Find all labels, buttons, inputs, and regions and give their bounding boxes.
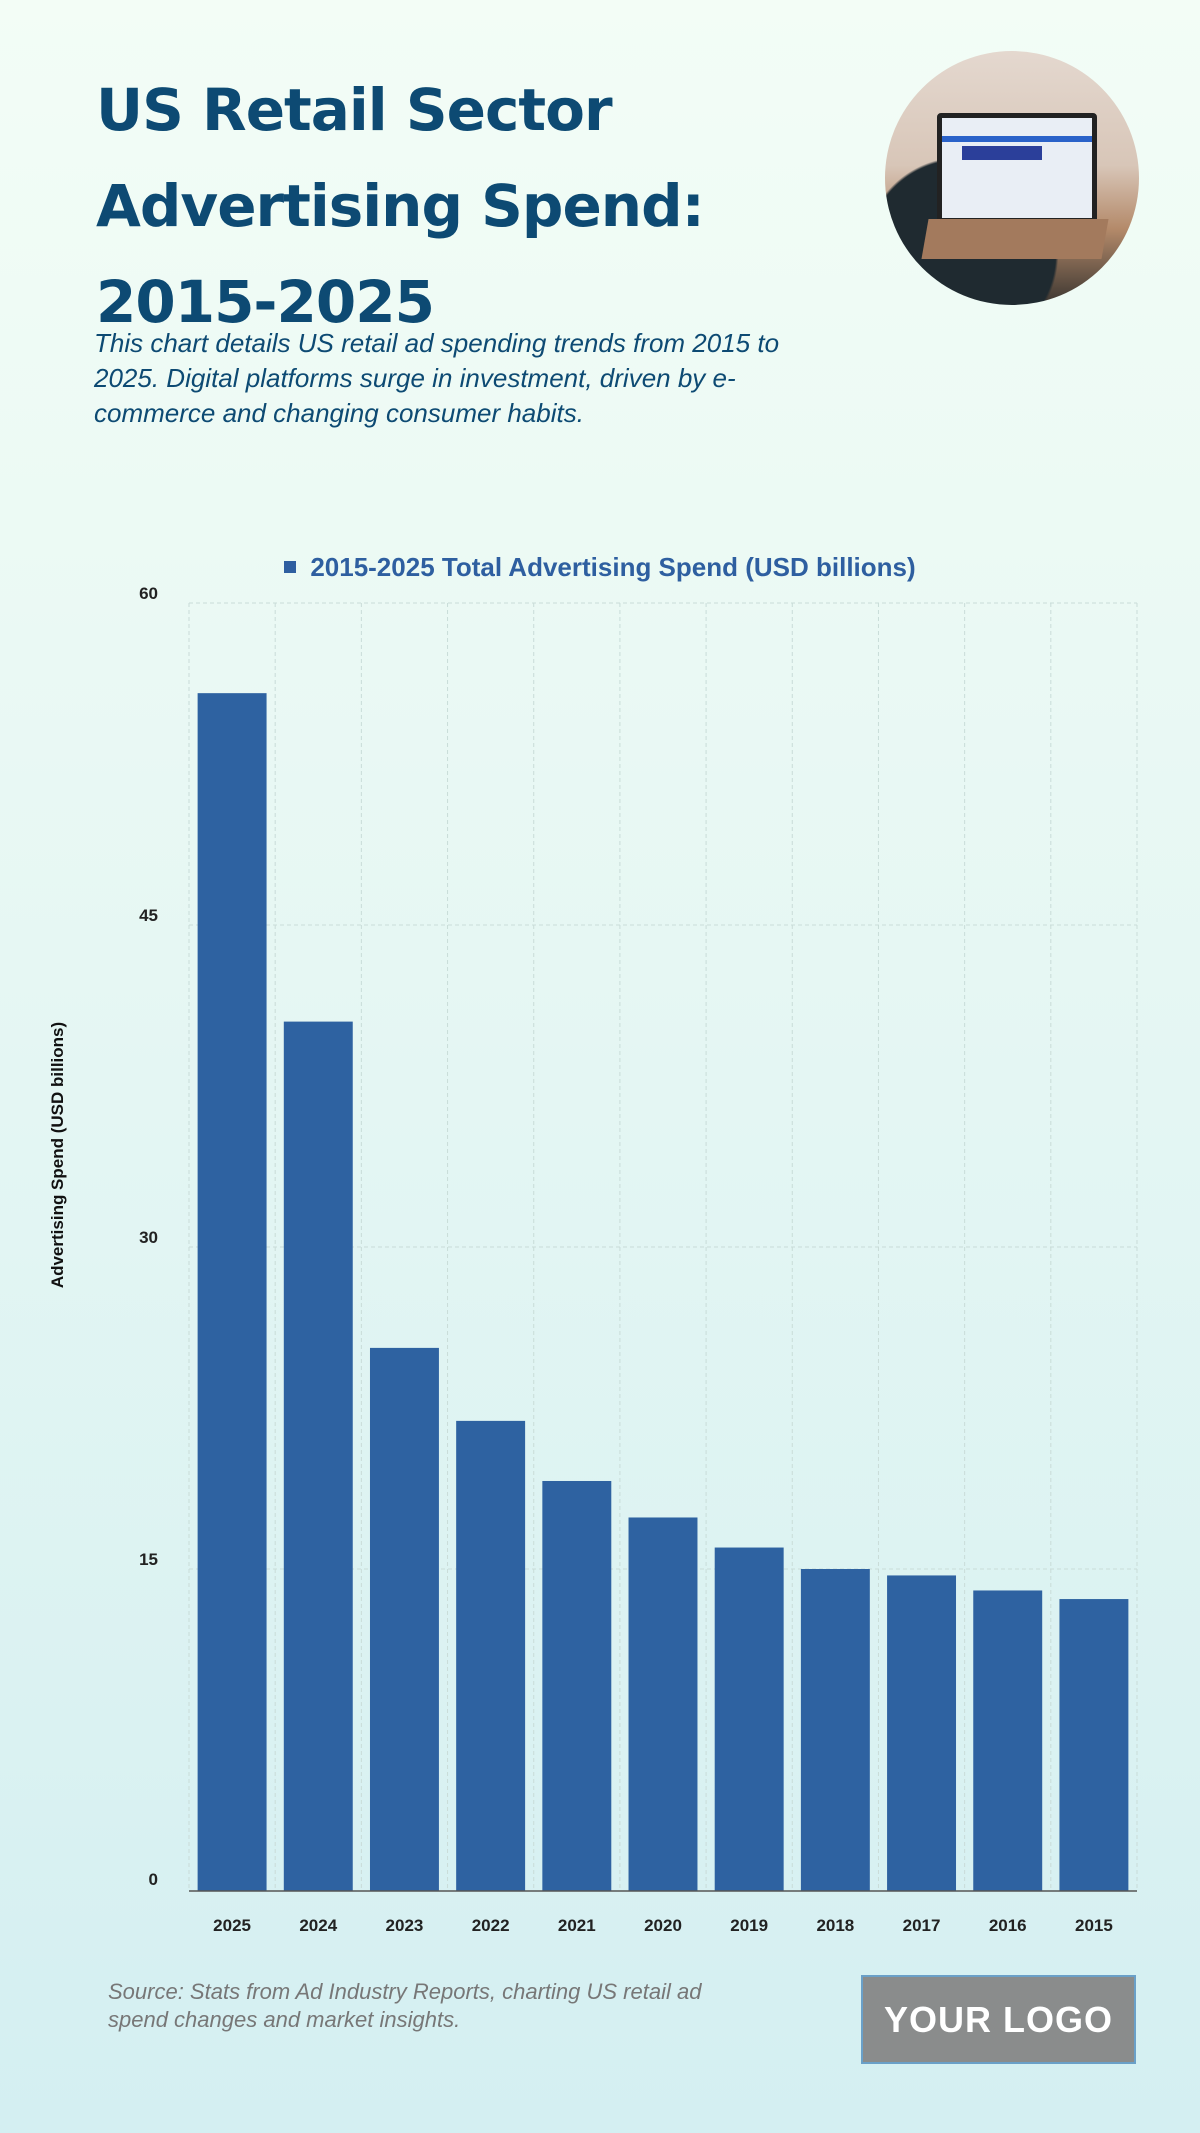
y-tick-label: 0 (149, 1870, 158, 1889)
x-tick-label: 2019 (730, 1916, 768, 1935)
bar-2016 (973, 1590, 1043, 1891)
bar-chart: 0 15 30 45 60 2025 2024 2023 2022 2021 2020 2019 201… (139, 584, 1138, 1935)
x-tick-label: 2024 (299, 1916, 337, 1935)
logo-placeholder: YOUR LOGO (861, 1975, 1136, 2064)
x-tick-label: 2017 (903, 1916, 941, 1935)
y-tick-label: 60 (139, 584, 158, 603)
y-tick-label: 30 (139, 1228, 158, 1247)
x-tick-label: 2018 (816, 1916, 854, 1935)
bar-2018 (800, 1569, 870, 1891)
legend-swatch (284, 561, 297, 574)
bar-2023 (369, 1347, 439, 1891)
bar-2024 (283, 1021, 353, 1891)
bar-2015 (1059, 1599, 1129, 1891)
x-tick-label: 2025 (213, 1916, 251, 1935)
bar-2021 (542, 1480, 612, 1891)
y-tick-label: 15 (139, 1550, 158, 1569)
legend-label: 2015-2025 Total Advertising Spend (USD b… (310, 552, 916, 582)
x-tick-label: 2021 (558, 1916, 596, 1935)
x-tick-label: 2020 (644, 1916, 682, 1935)
laptop-screen-image (937, 113, 1097, 223)
y-tick-label: 45 (139, 906, 158, 925)
page-subtitle: This chart details US retail ad spending… (94, 328, 780, 428)
bar-2017 (887, 1575, 957, 1891)
x-tick-label: 2015 (1075, 1916, 1113, 1935)
laptop-photo (885, 51, 1139, 305)
chart-legend: 2015-2025 Total Advertising Spend (USD b… (0, 552, 1200, 583)
source-note: Source: Stats from Ad Industry Reports, … (108, 1979, 702, 2032)
laptop-keyboard-image (921, 219, 1109, 259)
bar-2025 (197, 693, 267, 1891)
bar-2019 (714, 1547, 784, 1891)
bar-2020 (628, 1517, 698, 1891)
x-tick-label: 2023 (386, 1916, 424, 1935)
x-tick-label: 2022 (472, 1916, 510, 1935)
x-tick-label: 2016 (989, 1916, 1027, 1935)
bar-2022 (456, 1420, 526, 1891)
page-title: US Retail Sector Advertising Spend: 2015… (96, 76, 705, 336)
